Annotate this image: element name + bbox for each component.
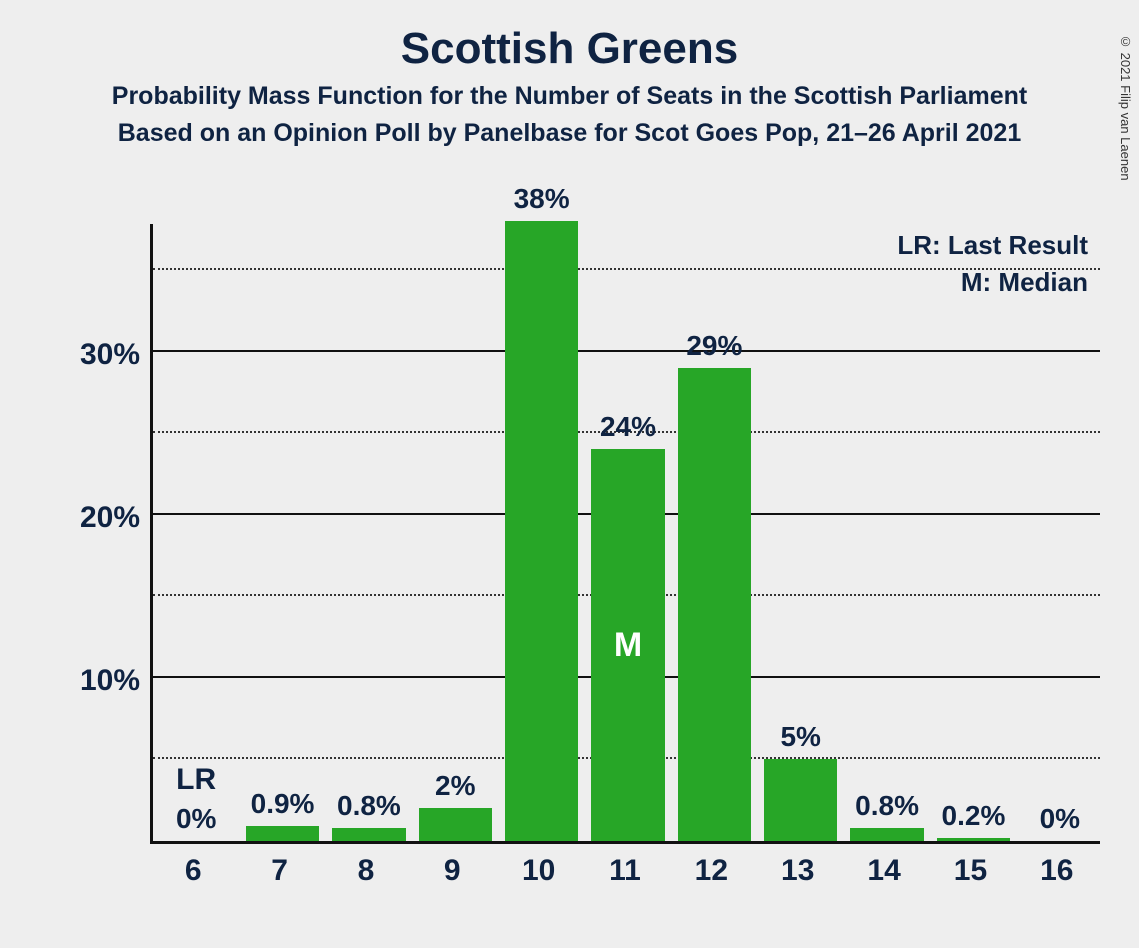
- x-tick-label: 14: [867, 854, 900, 888]
- x-tick-label: 13: [781, 854, 814, 888]
- legend-median: M: Median: [897, 267, 1088, 298]
- bar-value-label: 29%: [686, 330, 742, 362]
- bar-value-label: 0%: [176, 803, 216, 835]
- chart-title: Scottish Greens: [0, 24, 1139, 74]
- bar-value-label: 0.9%: [251, 788, 315, 820]
- x-tick-label: 8: [358, 854, 375, 888]
- bar: [419, 808, 492, 841]
- bar: [505, 221, 578, 841]
- copyright-text: © 2021 Filip van Laenen: [1118, 34, 1133, 181]
- x-tick-label: 15: [954, 854, 987, 888]
- x-tick-label: 10: [522, 854, 555, 888]
- bar-value-label: 0.2%: [942, 800, 1006, 832]
- plot-area: LR: Last Result M: Median 0% LR 0.9% 0.8% 2%…: [150, 224, 1100, 844]
- bar-value-label: 0.8%: [337, 790, 401, 822]
- bar: [937, 838, 1010, 841]
- y-tick-label: 20%: [60, 501, 140, 535]
- x-tick-label: 7: [271, 854, 288, 888]
- bar-value-label: 24%: [600, 411, 656, 443]
- legend-lr: LR: Last Result: [897, 230, 1088, 261]
- x-tick-label: 16: [1040, 854, 1073, 888]
- median-annotation: M: [614, 626, 642, 665]
- bar: [246, 826, 319, 841]
- bar: [850, 828, 923, 841]
- bar-value-label: 5%: [780, 721, 820, 753]
- y-tick-label: 10%: [60, 664, 140, 698]
- bar-value-label: 0.8%: [855, 790, 919, 822]
- x-tick-label: 12: [695, 854, 728, 888]
- y-tick-label: 30%: [60, 338, 140, 372]
- bar-value-label: 38%: [514, 183, 570, 215]
- lr-annotation: LR: [176, 763, 216, 797]
- bar: [678, 368, 751, 841]
- gridline-major: [153, 350, 1100, 352]
- chart-source: Based on an Opinion Poll by Panelbase fo…: [0, 119, 1139, 148]
- chart-area: LR: Last Result M: Median 0% LR 0.9% 0.8% 2%…: [60, 224, 1100, 884]
- bar: [332, 828, 405, 841]
- chart-subtitle: Probability Mass Function for the Number…: [0, 82, 1139, 111]
- bar: [764, 759, 837, 841]
- bar-value-label: 0%: [1040, 803, 1080, 835]
- x-tick-label: 11: [609, 854, 641, 888]
- x-tick-label: 6: [185, 854, 202, 888]
- x-tick-label: 9: [444, 854, 461, 888]
- gridline-minor: [153, 268, 1100, 270]
- bar-value-label: 2%: [435, 770, 475, 802]
